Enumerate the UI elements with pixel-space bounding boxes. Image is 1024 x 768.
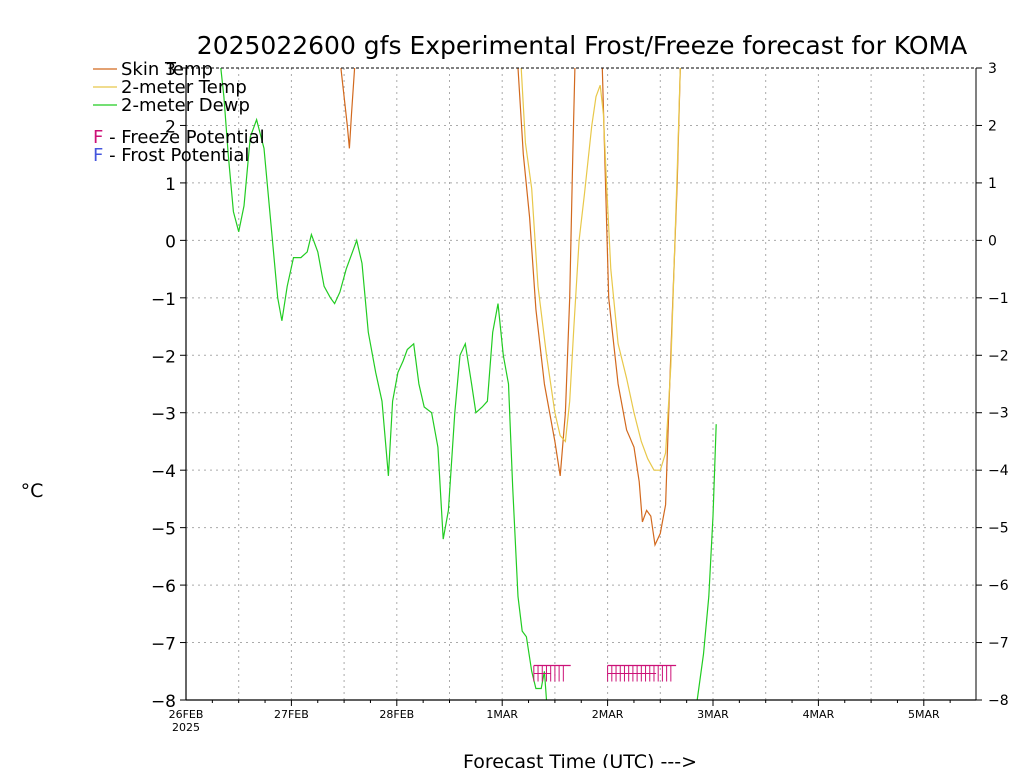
x-tick-label: 4MAR — [803, 708, 835, 721]
y-tick-label-left: −3 — [151, 405, 176, 425]
x-tick-label: 2MAR — [592, 708, 624, 721]
y-tick-label-right: 2 — [988, 118, 997, 134]
x-axis-label: Forecast Time (UTC) ---> — [463, 751, 697, 768]
x-tick-sublabel: 2025 — [172, 721, 200, 734]
y-tick-label-right: 0 — [988, 233, 997, 249]
y-tick-label-left: 2 — [165, 117, 176, 137]
series-line-skin-temp — [517, 67, 576, 476]
legend-marker-label: F - Frost Potential — [93, 145, 249, 166]
axes: −8 −8 −7 −7 −6 −6 −5 −5 −4 −4 −3 −3 −2 −2 −1 −1 0 0 1 1 2 2 3 3… — [151, 60, 1009, 734]
x-tick-label: 5MAR — [908, 708, 940, 721]
x-tick-label: 3MAR — [697, 708, 729, 721]
series-line-2-meter-dewp — [696, 424, 717, 701]
x-tick-label: 1MAR — [486, 708, 518, 721]
legend-marker-label: F - Freeze Potential — [93, 127, 265, 148]
y-tick-label-left: −1 — [151, 290, 176, 310]
series-line-2-meter-temp — [520, 67, 681, 471]
legend-label: 2-meter Dewp — [121, 95, 250, 116]
y-tick-label-left: 0 — [165, 232, 176, 252]
y-tick-label-left: −4 — [151, 462, 176, 482]
y-tick-label-left: 3 — [165, 60, 176, 80]
y-tick-label-right: 3 — [988, 61, 997, 77]
y-tick-label-left: −5 — [151, 520, 176, 540]
y-tick-label-right: 1 — [988, 176, 997, 192]
series-lines — [220, 67, 717, 701]
freeze-markers — [533, 664, 677, 682]
y-tick-label-right: −6 — [988, 578, 1009, 594]
chart-title: 2025022600 gfs Experimental Frost/Freeze… — [197, 31, 967, 60]
y-tick-label-left: −6 — [151, 577, 176, 597]
y-tick-label-right: −7 — [988, 636, 1009, 652]
y-tick-label-left: −7 — [151, 635, 176, 655]
y-tick-label-right: −1 — [988, 291, 1009, 307]
series-line-skin-temp — [340, 67, 356, 149]
grid — [186, 68, 976, 700]
y-tick-label-right: −4 — [988, 463, 1009, 479]
x-tick-label: 27FEB — [274, 708, 309, 721]
y-tick-label-right: −8 — [988, 693, 1009, 709]
y-tick-label-right: −3 — [988, 406, 1009, 422]
y-tick-label-left: −2 — [151, 347, 176, 367]
y-tick-label-left: −8 — [151, 692, 176, 712]
legend-label: 2-meter Temp — [121, 77, 247, 98]
y-tick-label-left: 1 — [165, 175, 176, 195]
x-tick-label: 26FEB — [169, 708, 204, 721]
y-tick-label-right: −5 — [988, 521, 1009, 537]
y-axis-label: °C — [21, 480, 44, 502]
x-tick-label: 28FEB — [379, 708, 414, 721]
legend-label: Skin Temp — [121, 59, 213, 80]
series-line-2-meter-dewp — [220, 67, 548, 701]
y-tick-label-right: −2 — [988, 348, 1009, 364]
